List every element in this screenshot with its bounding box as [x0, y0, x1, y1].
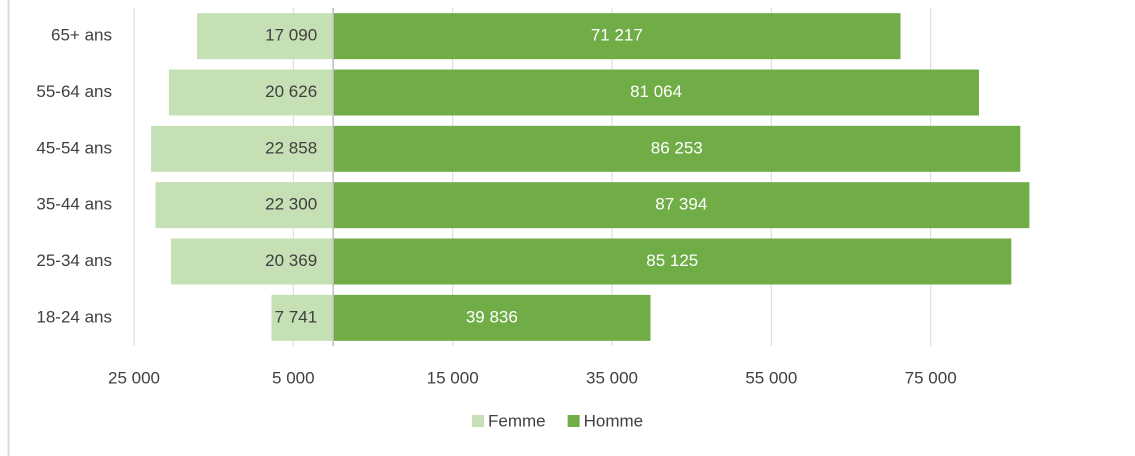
- x-tick-label: 15 000: [427, 368, 479, 387]
- x-tick-label: 75 000: [905, 368, 957, 387]
- data-label: 22 858: [265, 138, 317, 157]
- y-tick-label: 35-44 ans: [36, 195, 112, 214]
- data-label: 17 090: [265, 26, 317, 45]
- y-tick-label: 45-54 ans: [36, 138, 112, 157]
- bar: [151, 125, 334, 172]
- bar: [333, 294, 651, 341]
- bar: [170, 238, 334, 285]
- data-label: 20 369: [265, 251, 317, 270]
- bar: [333, 69, 979, 116]
- bar: [333, 125, 1021, 172]
- x-tick-label: 5 000: [272, 368, 315, 387]
- x-tick-label: 25 000: [108, 368, 160, 387]
- chart-border: [7, 0, 10, 456]
- bar: [197, 13, 334, 60]
- data-label: 87 394: [655, 195, 707, 214]
- x-tick-label: 55 000: [745, 368, 797, 387]
- data-label: 86 253: [651, 138, 703, 157]
- data-label: 20 626: [265, 82, 317, 101]
- legend-label: Femme: [488, 411, 546, 430]
- y-tick-label: 18-24 ans: [36, 307, 112, 326]
- bar: [333, 238, 1012, 285]
- bar: [155, 182, 334, 229]
- data-label: 71 217: [591, 26, 643, 45]
- data-label: 85 125: [646, 251, 698, 270]
- data-label: 22 300: [265, 195, 317, 214]
- x-tick-label: 35 000: [586, 368, 638, 387]
- legend-swatch: [472, 415, 484, 427]
- bar: [168, 69, 334, 116]
- data-label: 81 064: [630, 82, 682, 101]
- data-label: 39 836: [466, 307, 518, 326]
- bar: [333, 182, 1030, 229]
- y-tick-label: 65+ ans: [51, 26, 112, 45]
- legend-swatch: [567, 415, 580, 427]
- bar: [271, 294, 334, 341]
- legend-label: Homme: [584, 411, 644, 430]
- bar: [333, 13, 901, 60]
- y-tick-label: 55-64 ans: [36, 82, 112, 101]
- y-tick-label: 25-34 ans: [36, 251, 112, 270]
- data-label: 7 741: [275, 307, 318, 326]
